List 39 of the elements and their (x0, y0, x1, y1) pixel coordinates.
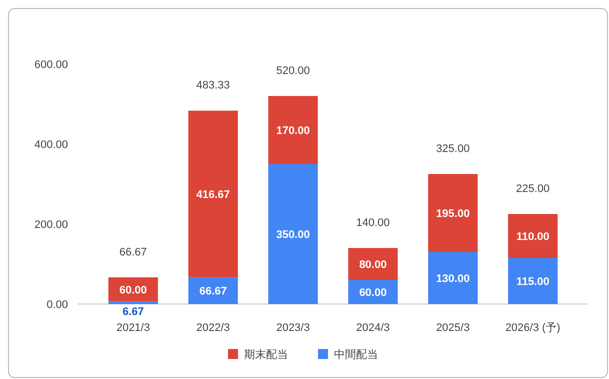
total-label: 325.00 (436, 143, 470, 155)
data-label: 60.00 (359, 287, 387, 299)
x-tick-label: 2021/3 (116, 322, 150, 334)
total-label: 140.00 (356, 217, 390, 229)
total-label: 225.00 (516, 183, 550, 195)
y-tick-label: 600.00 (34, 59, 68, 71)
data-label: 115.00 (516, 276, 550, 288)
data-label: 170.00 (276, 125, 310, 137)
x-tick-label: 2022/3 (196, 322, 230, 334)
data-label: 110.00 (516, 231, 550, 243)
bar (428, 252, 478, 304)
bar (428, 174, 478, 252)
total-label: 520.00 (276, 65, 310, 77)
bar (508, 214, 558, 258)
data-label: 66.67 (199, 286, 227, 298)
data-label: 130.00 (436, 273, 470, 285)
data-label: 80.00 (359, 259, 387, 271)
bar (508, 258, 558, 304)
bar (108, 301, 158, 304)
data-label: 6.67 (122, 306, 144, 318)
bar (188, 110, 238, 278)
legend-label: 中間配当 (334, 348, 378, 361)
bar (348, 248, 398, 280)
data-label: 350.00 (276, 229, 310, 241)
data-label: 416.67 (196, 189, 230, 201)
y-tick-label: 200.00 (34, 219, 68, 231)
y-tick-label: 400.00 (34, 139, 68, 151)
x-tick-label: 2023/3 (276, 322, 310, 334)
data-label: 195.00 (436, 208, 470, 220)
bar (268, 96, 318, 164)
bar (268, 164, 318, 304)
x-tick-label: 2025/3 (436, 322, 470, 334)
data-label: 60.00 (119, 284, 147, 296)
total-label: 66.67 (119, 246, 147, 258)
total-label: 483.33 (196, 80, 230, 92)
x-tick-label: 2026/3 (予) (505, 322, 560, 334)
legend-label: 期末配当 (244, 348, 288, 361)
x-tick-label: 2024/3 (356, 322, 390, 334)
y-tick-label: 0.00 (46, 299, 68, 311)
